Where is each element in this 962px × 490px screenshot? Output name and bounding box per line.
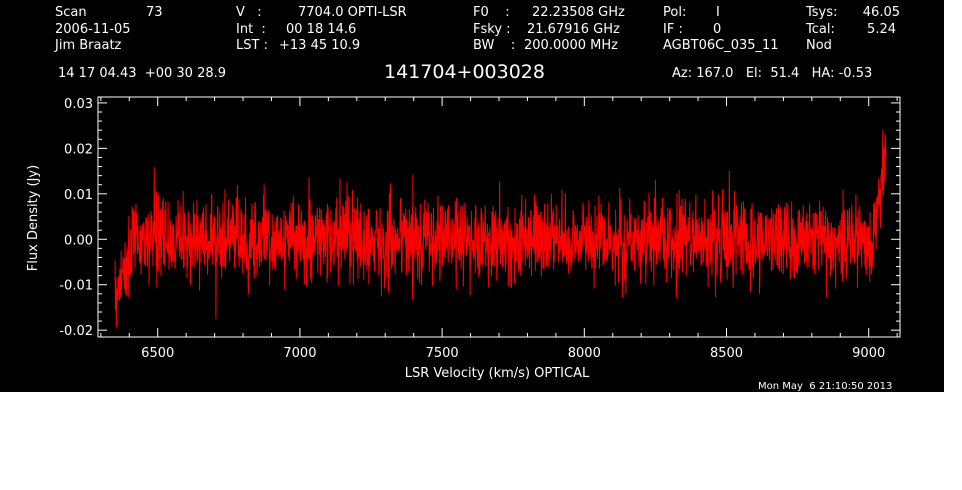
y-tick-labels: -0.02 -0.01 0.00 0.01 0.02 0.03: [59, 97, 93, 339]
tsys-value: 46.05: [862, 5, 900, 20]
y-axis-title: Flux Density (Jy): [26, 165, 41, 271]
tsys-label: Tsys:: [806, 5, 838, 20]
x-tick-label: 7000: [283, 346, 316, 361]
observer-name: Jim Braatz: [55, 38, 122, 53]
x-tick-label: 9000: [852, 346, 885, 361]
y-tick-label: 0.01: [64, 188, 93, 203]
int-value: 00 18 14.6: [286, 22, 357, 37]
obs-date: 2006-11-05: [55, 22, 131, 37]
bw-value: 200.0000 MHz: [524, 38, 618, 53]
pol-label: Pol:: [663, 5, 687, 20]
if-value: 0: [713, 22, 722, 37]
y-tick-label: 0.02: [64, 142, 93, 157]
bw-label: BW :: [473, 38, 516, 53]
y-tick-label: -0.01: [59, 279, 93, 294]
pol-value: I: [716, 5, 720, 20]
lst-value: +13 45 10.9: [279, 38, 361, 53]
plot-panel: [0, 0, 944, 392]
az-el-ha: Az: 167.0 El: 51.4 HA: -0.53: [672, 66, 873, 81]
fsky-label: Fsky :: [473, 22, 511, 37]
scan-number: 73: [146, 5, 163, 20]
y-tick-label: 0.03: [64, 97, 93, 112]
x-axis-title: LSR Velocity (km/s) OPTICAL: [405, 366, 590, 381]
x-tick-label: 8500: [710, 346, 743, 361]
tcal-value: 5.24: [867, 22, 896, 37]
source-name: 141704+003028: [384, 61, 545, 83]
project-id: AGBT06C_035_11: [663, 38, 779, 53]
lst-label: LST :: [236, 38, 268, 53]
render-timestamp: Mon May 6 21:10:50 2013: [758, 381, 893, 392]
tcal-label: Tcal:: [806, 22, 835, 37]
coordinates: 14 17 04.43 +00 30 28.9: [58, 66, 227, 81]
fsky-value: 21.67916 GHz: [527, 22, 620, 37]
int-label: Int :: [236, 22, 266, 37]
v-value: 7704.0 OPTI-LSR: [298, 5, 407, 20]
v-label: V :: [236, 5, 262, 20]
x-tick-label: 7500: [426, 346, 459, 361]
scan-label: Scan: [55, 5, 87, 20]
axis-ticks: [98, 97, 900, 337]
f0-label: F0 :: [473, 5, 510, 20]
x-tick-label: 6500: [141, 346, 174, 361]
x-tick-labels: 6500 7000 7500 8000 8500 9000: [141, 346, 885, 361]
x-tick-label: 8000: [568, 346, 601, 361]
f0-value: 22.23508 GHz: [532, 5, 625, 20]
spectrum-chart: 6500 7000 7500 8000 8500 9000 -0.02 -0.01 0.00 0…: [26, 96, 901, 381]
mode-label: Nod: [806, 38, 832, 53]
if-label: IF :: [663, 22, 683, 37]
y-tick-label: -0.02: [59, 324, 93, 339]
y-tick-label: 0.00: [64, 233, 93, 248]
spectrum-trace: [114, 129, 887, 328]
